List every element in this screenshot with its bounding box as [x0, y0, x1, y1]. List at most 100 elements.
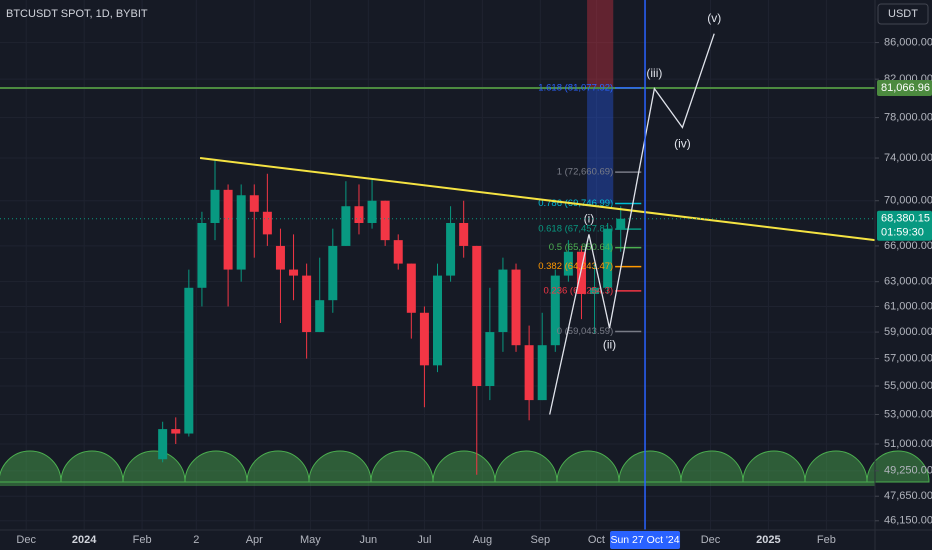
cycle-arc [0, 450, 62, 483]
candle-body [289, 269, 299, 276]
wave-label: (iv) [674, 137, 691, 151]
fib-label: 0 (59,043.59) [557, 326, 614, 337]
candle-body [537, 345, 547, 401]
x-tick-label: Jun [359, 534, 377, 546]
candle-body [524, 345, 534, 401]
cycle-band [0, 482, 875, 486]
candle-body [354, 206, 364, 223]
y-tick-label: 74,000.00 [884, 152, 932, 164]
fib-label: 0.382 (64,243.47) [538, 261, 613, 272]
candle-body [419, 312, 429, 366]
fib-label: 0.236 (62,254.3) [544, 285, 614, 296]
candle-body [223, 189, 233, 270]
fib-label: 0.5 (65,850.64) [549, 242, 613, 253]
last-price-box [877, 210, 932, 241]
candle-body [459, 222, 469, 246]
cycle-arc [122, 450, 186, 483]
target-zone-red [587, 0, 614, 88]
currency-button[interactable] [877, 3, 929, 25]
candle-body [171, 429, 181, 434]
candle-body [576, 251, 586, 294]
y-tick-label: 70,000.00 [884, 195, 932, 207]
level-price-label: 81,066.96 [881, 82, 930, 94]
candle-body [498, 269, 508, 333]
target-zone-blue [587, 87, 614, 204]
candle-body [433, 275, 442, 366]
y-tick-label: 63,000.00 [884, 276, 932, 288]
candle-body [472, 245, 482, 387]
x-tick-label: 2024 [72, 534, 97, 546]
candle-body [184, 287, 194, 434]
cycle-arc [494, 450, 558, 483]
y-tick-label: 53,000.00 [884, 408, 932, 420]
cycle-arc [432, 450, 496, 483]
date-marker-box [610, 531, 681, 549]
wave-label: (v) [707, 11, 721, 25]
cycle-arc [370, 450, 434, 483]
x-tick-label: Oct [588, 534, 605, 546]
cycle-arc [680, 450, 744, 483]
candle-body [315, 300, 325, 333]
wave-label: (ii) [603, 337, 616, 351]
candle-body [590, 287, 600, 294]
fib-label: 0.618 (67,457.81) [538, 224, 613, 235]
candle-body [511, 269, 521, 346]
candle-body [197, 222, 207, 288]
currency[interactable]: USDT [888, 8, 918, 20]
candle-body [236, 195, 246, 270]
cycle-arc [556, 450, 620, 483]
x-tick-label: 2025 [756, 534, 780, 546]
x-tick-label: Aug [473, 534, 493, 546]
fib-label: 1.618 (81,077.92) [538, 82, 613, 93]
last-price-label: 68,380.15 [881, 213, 930, 225]
y-tick-label: 46,150.00 [884, 515, 932, 527]
cycle-arc [246, 450, 310, 483]
cycle-arc [184, 450, 248, 483]
y-tick-label: 59,000.00 [884, 326, 932, 338]
candle-body [302, 275, 312, 333]
cycle-arc [742, 450, 806, 483]
cycle-arc [60, 450, 124, 483]
cycle-arc [804, 450, 868, 483]
cycle-arc [618, 450, 682, 483]
candle-body [341, 206, 351, 246]
wave-label: (iii) [646, 66, 662, 80]
wave-path [549, 33, 715, 415]
x-tick-label: Feb [133, 534, 152, 546]
x-tick-label: Sep [531, 534, 551, 546]
fib-label: 1 (72,660.69) [557, 167, 614, 178]
candle-body [380, 200, 390, 241]
y-tick-label: 49,250.00 [884, 465, 932, 477]
candle-body [275, 245, 285, 270]
chart-title: BTCUSDT SPOT, 1D, BYBIT [6, 8, 148, 20]
trendline [199, 157, 876, 242]
candle-body [616, 218, 626, 229]
y-tick-label: 78,000.00 [884, 111, 932, 123]
y-tick-label: 86,000.00 [884, 36, 932, 48]
x-tick-label: Feb [817, 534, 836, 546]
x-tick-label: May [300, 534, 321, 546]
x-tick-label: Jul [417, 534, 431, 546]
candle-body [262, 211, 272, 235]
y-tick-label: 55,000.00 [884, 380, 932, 392]
axes: 86,000.0082,000.0078,000.0074,000.0070,0… [16, 36, 932, 549]
y-tick-label: 66,000.00 [884, 240, 932, 252]
candle-body [485, 332, 495, 387]
candle-body [563, 251, 573, 276]
cycle-arc [308, 450, 372, 483]
candle-body [603, 228, 613, 288]
candle-body [158, 429, 168, 460]
x-tick-label: Dec [16, 534, 36, 546]
y-tick-label: 61,000.00 [884, 300, 932, 312]
y-tick-label: 51,000.00 [884, 438, 932, 450]
countdown: 01:59:30 [881, 227, 924, 239]
date-marker-label: Sun 27 Oct '24 [610, 534, 679, 546]
candle-body [406, 263, 416, 313]
cycle-arc [866, 450, 930, 483]
candle-body [328, 245, 338, 301]
plot: 1.618 (81,077.92)1 (72,660.69)0.786 (69,… [0, 0, 876, 530]
cycles [0, 450, 930, 486]
candle-body [393, 240, 403, 264]
x-tick-label: Dec [701, 534, 721, 546]
